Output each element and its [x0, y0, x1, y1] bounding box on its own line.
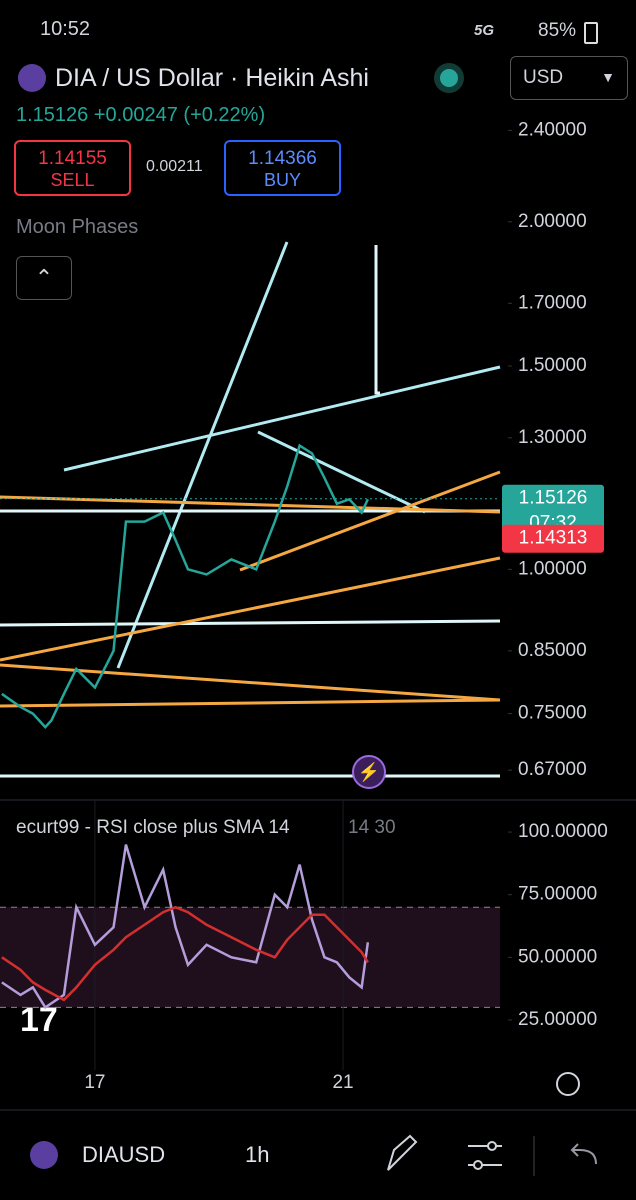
indicator-label: Moon Phases	[16, 216, 139, 238]
rsi-params: 14 30	[348, 817, 396, 838]
currency-select[interactable]: USD ▼	[510, 56, 628, 100]
battery-icon	[584, 22, 598, 44]
y-tick-label: 1.70000	[518, 292, 587, 313]
trend-line	[374, 245, 380, 395]
x-tick-label: 17	[84, 1072, 105, 1093]
buy-button[interactable]: 1.14366 BUY	[224, 140, 341, 196]
dropdown-arrow: ▼	[601, 69, 615, 85]
price-line: 1.15126 +0.00247 (+0.22%)	[16, 104, 265, 127]
y-tick-label: 2.40000	[518, 119, 587, 140]
bottom-interval[interactable]: 1h	[245, 1142, 269, 1167]
trend-line	[63, 365, 501, 472]
trend-line	[239, 470, 501, 572]
series-line	[1, 844, 370, 1010]
pane: 2.40000 2.00000 1.70000 1.50000 1.30000 1.000…	[0, 119, 604, 780]
series-line	[1, 905, 369, 1002]
change: +0.00247	[93, 104, 178, 126]
alert-icon: ⚡	[358, 761, 380, 783]
trend-line	[0, 698, 501, 708]
rsi-title: ecurt99 - RSI close plus SMA 14	[16, 817, 290, 838]
sell-label: SELL	[50, 170, 95, 190]
y-tick-label: 25.00000	[518, 1009, 597, 1030]
y-tick-label: 100.00000	[518, 821, 608, 842]
y-tick-label: 75.00000	[518, 884, 597, 905]
price-tag	[502, 484, 604, 537]
y-tick-label: 0.85000	[518, 640, 587, 661]
symbol-icon	[18, 64, 46, 92]
y-tick-label: 1.50000	[518, 355, 587, 376]
market-status	[440, 69, 458, 87]
change-pct: (+0.22%)	[183, 104, 266, 126]
x-tick-label: 21	[332, 1072, 353, 1093]
indicators-icon[interactable]	[468, 1141, 502, 1170]
bottom-symbol[interactable]: DIAUSD	[82, 1142, 165, 1167]
header-title: DIA / US Dollar · Heikin Ashi	[55, 64, 369, 92]
y-tick-label: 0.67000	[518, 759, 587, 780]
sell-button[interactable]: 1.14155 SELL	[14, 140, 131, 196]
y-tick-label: 2.00000	[518, 211, 587, 232]
status-time: 10:52	[40, 18, 91, 40]
alert-button[interactable]	[352, 755, 386, 789]
price-tag-label: 1.14313	[519, 528, 588, 549]
trend-line	[116, 241, 289, 669]
settings-icon[interactable]	[556, 1072, 580, 1096]
series-line	[1, 443, 369, 730]
trend-line	[0, 663, 501, 702]
status-network: 5G	[474, 22, 495, 39]
y-tick-label: 50.00000	[518, 946, 597, 967]
y-tick-label: 1.00000	[518, 558, 587, 579]
y-tick-label: 0.75000	[518, 703, 587, 724]
currency: USD	[523, 67, 564, 88]
symbol-icon	[30, 1141, 58, 1169]
trend-line	[257, 430, 426, 514]
y-tick-label: 1.30000	[518, 427, 587, 448]
trend-line	[0, 556, 501, 662]
pane: 100.00000 75.00000 50.00000 25.00000 17 21	[0, 800, 608, 1093]
price: 1.15126	[16, 104, 89, 126]
trend-line	[0, 495, 501, 514]
trend-line	[0, 619, 501, 627]
sell-price: 1.14155	[38, 148, 107, 169]
price-tag-label: 1.15126	[519, 488, 588, 509]
drawings	[0, 241, 501, 778]
undo-icon[interactable]	[570, 1143, 597, 1165]
collapse-button[interactable]: ⌃	[16, 256, 72, 300]
draw-icon[interactable]	[387, 1134, 418, 1171]
price-tag	[502, 524, 604, 553]
buy-label: BUY	[263, 170, 301, 190]
spread: 0.00211	[146, 158, 203, 175]
status-battery: 85%	[538, 20, 577, 41]
buy-price: 1.14366	[248, 148, 317, 169]
